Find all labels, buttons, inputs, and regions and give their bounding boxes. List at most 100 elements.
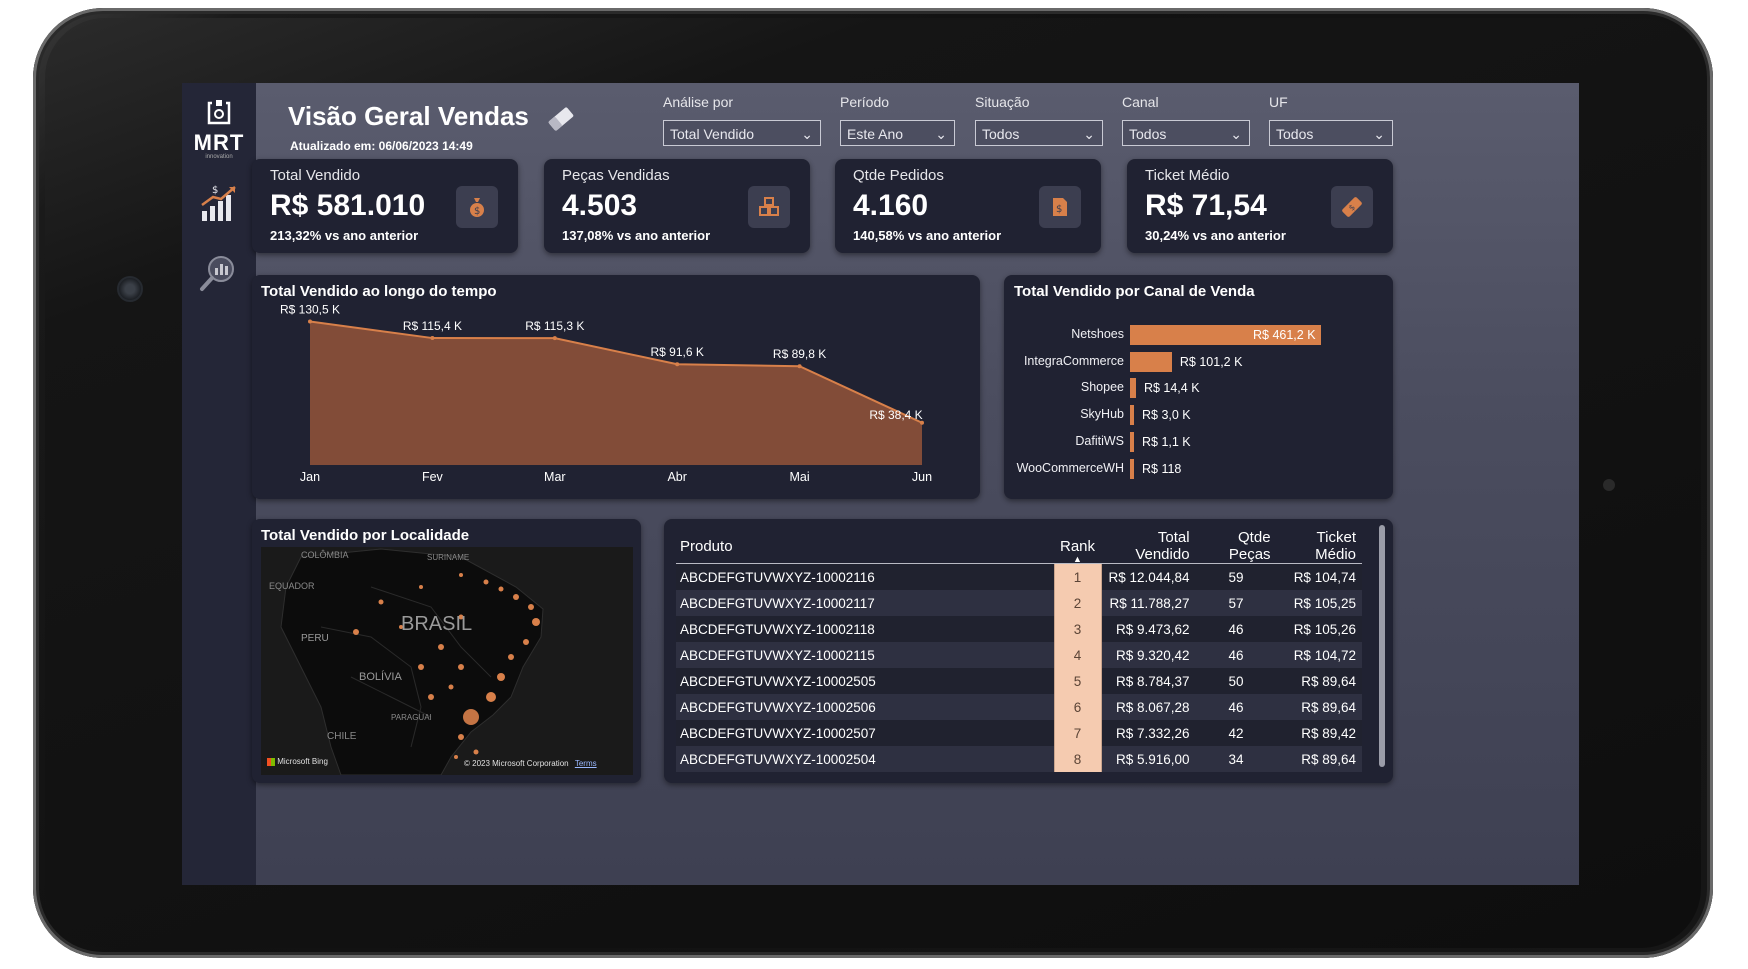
filter-value: Todos xyxy=(1276,126,1314,142)
table-row[interactable]: ABCDEFGTUVWXYZ-10002115 4 R$ 9.320,42 46 R$ … xyxy=(676,642,1362,668)
table-row[interactable]: ABCDEFGTUVWXYZ-10002504 8 R$ 5.916,00 34 R$ … xyxy=(676,746,1362,772)
data-point[interactable] xyxy=(308,319,312,324)
channel-bar[interactable] xyxy=(1130,405,1134,426)
data-point[interactable] xyxy=(920,420,924,425)
kpi-title: Ticket Médio xyxy=(1145,167,1230,184)
bar-category-label: DafitiWS xyxy=(1075,433,1124,448)
filter-situacao-dropdown[interactable]: Todos ⌄ xyxy=(975,120,1103,146)
filter-periodo: Período Este Ano ⌄ xyxy=(840,91,955,146)
sort-ascending-icon: ▲ xyxy=(1073,554,1082,564)
kpi-comparison: 140,58% vs ano anterior xyxy=(853,228,1002,243)
product-cell: ABCDEFGTUVWXYZ-10002116 xyxy=(676,563,1054,590)
map-label: BRASIL xyxy=(401,613,473,635)
time-chart-panel: Total Vendido ao longo do tempo R$ 130,5… xyxy=(252,275,980,499)
filter-label: Canal xyxy=(1122,94,1159,110)
filter-label: Situação xyxy=(975,94,1030,110)
terms-link[interactable]: Terms xyxy=(574,759,597,768)
table-row[interactable]: ABCDEFGTUVWXYZ-10002116 1 R$ 12.044,84 59 R$… xyxy=(676,563,1362,590)
analysis-search-icon[interactable] xyxy=(197,251,241,295)
kpi-comparison: 30,24% vs ano anterior xyxy=(1145,228,1286,243)
kpi-value: 4.503 xyxy=(562,189,638,222)
bing-text: Microsoft Bing xyxy=(277,757,328,766)
channel-bar[interactable] xyxy=(1130,325,1321,345)
table-header-row: Produto Rank ▲ Total Vendido Qtde Peças T… xyxy=(676,529,1362,564)
filter-value: Todos xyxy=(982,126,1020,142)
total-vendido-cell: R$ 8.067,28 xyxy=(1101,694,1196,720)
bar-value-label: R$ 118 xyxy=(1142,461,1182,476)
kpi-value: R$ 71,54 xyxy=(1145,189,1267,222)
kpi-card-pecas-vendidas[interactable]: Peças Vendidas 4.503 137,08% vs ano ante… xyxy=(544,159,810,253)
kpi-card-total-vendido[interactable]: Total Vendido R$ 581.010 213,32% vs ano … xyxy=(252,159,518,253)
column-header[interactable]: Total Vendido xyxy=(1101,529,1196,564)
map-label: PARAGUAI xyxy=(391,713,432,722)
data-point[interactable] xyxy=(797,364,802,369)
qtde-pecas-cell: 57 xyxy=(1195,590,1277,616)
channel-bar-chart[interactable]: Netshoes R$ 461,2 K IntegraCommerce R$ 101,… xyxy=(1004,275,1393,499)
data-label: R$ 38,4 K xyxy=(869,408,922,422)
kpi-title: Peças Vendidas xyxy=(562,167,670,184)
channel-chart-title: Total Vendido por Canal de Venda xyxy=(1014,283,1255,300)
chevron-down-icon: ⌄ xyxy=(1373,126,1385,142)
svg-text:$: $ xyxy=(1347,203,1357,213)
column-header-rank[interactable]: Rank ▲ xyxy=(1054,529,1102,564)
data-label: R$ 89,8 K xyxy=(773,347,826,361)
ticket-medio-cell: R$ 105,26 xyxy=(1276,616,1362,642)
order-icon: $ xyxy=(1039,186,1081,228)
filter-uf-dropdown[interactable]: Todos ⌄ xyxy=(1269,120,1393,146)
rank-cell: 2 xyxy=(1053,590,1102,616)
clear-filters-icon[interactable] xyxy=(546,105,576,138)
kpi-card-ticket-medio[interactable]: Ticket Médio R$ 71,54 30,24% vs ano ante… xyxy=(1127,159,1393,253)
map-panel: Total Vendido por Localidade xyxy=(252,519,641,783)
kpi-value: 4.160 xyxy=(853,189,929,222)
logo[interactable]: MRT innovation xyxy=(190,99,248,160)
data-point[interactable] xyxy=(430,336,435,341)
qtde-pecas-cell: 59 xyxy=(1195,563,1277,590)
x-tick-label: Fev xyxy=(422,470,444,484)
column-header[interactable]: Qtde Peças xyxy=(1195,529,1277,564)
table-row[interactable]: ABCDEFGTUVWXYZ-10002117 2 R$ 11.788,27 57 R$… xyxy=(676,590,1362,616)
kpi-comparison: 213,32% vs ano anterior xyxy=(270,228,419,243)
table-row[interactable]: ABCDEFGTUVWXYZ-10002507 7 R$ 7.332,26 42 R$ … xyxy=(676,720,1362,746)
time-area-chart[interactable]: R$ 130,5 K Jan R$ 115,4 K Fev R$ 115,3 K Mar R… xyxy=(252,275,980,499)
table-row[interactable]: ABCDEFGTUVWXYZ-10002118 3 R$ 9.473,62 46 R$ … xyxy=(676,616,1362,642)
filter-value: Todos xyxy=(1129,126,1167,142)
product-cell: ABCDEFGTUVWXYZ-10002115 xyxy=(676,642,1054,668)
map-view[interactable]: COLÔMBIA SURINAME EQUADOR BRASIL PERU BO… xyxy=(261,547,633,775)
series-line xyxy=(309,320,923,424)
data-point[interactable] xyxy=(552,336,557,341)
filter-canal-dropdown[interactable]: Todos ⌄ xyxy=(1122,120,1250,146)
product-cell: ABCDEFGTUVWXYZ-10002118 xyxy=(676,616,1054,642)
sales-chart-icon[interactable]: $ xyxy=(197,181,241,225)
data-point[interactable] xyxy=(675,362,680,367)
bar-value-label: R$ 1,1 K xyxy=(1142,434,1191,449)
table-row[interactable]: ABCDEFGTUVWXYZ-10002506 6 R$ 8.067,28 46 R$ … xyxy=(676,694,1362,720)
column-header[interactable]: Produto xyxy=(676,529,1054,564)
map-title: Total Vendido por Localidade xyxy=(261,527,470,544)
product-cell: ABCDEFGTUVWXYZ-10002507 xyxy=(676,720,1054,746)
table-scrollbar[interactable] xyxy=(1379,525,1385,767)
qtde-pecas-cell: 46 xyxy=(1195,694,1277,720)
kpi-title: Total Vendido xyxy=(270,167,361,184)
bar-category-label: Netshoes xyxy=(1071,327,1124,341)
filter-periodo-dropdown[interactable]: Este Ano ⌄ xyxy=(840,120,955,146)
channel-bar[interactable] xyxy=(1130,378,1136,399)
filter-label: UF xyxy=(1269,94,1288,110)
filter-value: Total Vendido xyxy=(670,126,755,142)
channel-bar[interactable] xyxy=(1130,431,1134,452)
filter-analise-dropdown[interactable]: Total Vendido ⌄ xyxy=(663,120,821,146)
channel-bar[interactable] xyxy=(1130,458,1134,479)
ticket-medio-cell: R$ 89,64 xyxy=(1276,746,1362,772)
channel-bar[interactable] xyxy=(1130,351,1172,372)
x-tick-label: Mai xyxy=(790,470,810,484)
brazil-map xyxy=(261,547,633,775)
kpi-card-qtde-pedidos[interactable]: Qtde Pedidos 4.160 140,58% vs ano anteri… xyxy=(835,159,1101,253)
area-fill xyxy=(310,321,922,465)
microsoft-logo-icon xyxy=(267,757,275,766)
total-vendido-cell: R$ 5.916,00 xyxy=(1101,746,1196,772)
table-row[interactable]: ABCDEFGTUVWXYZ-10002505 5 R$ 8.784,37 50 R$ … xyxy=(676,668,1362,694)
product-table: Produto Rank ▲ Total Vendido Qtde Peças T… xyxy=(676,529,1362,772)
map-label: PERU xyxy=(301,633,329,644)
map-label: EQUADOR xyxy=(269,581,315,591)
qtde-pecas-cell: 46 xyxy=(1195,616,1277,642)
column-header[interactable]: Ticket Médio xyxy=(1276,529,1362,564)
